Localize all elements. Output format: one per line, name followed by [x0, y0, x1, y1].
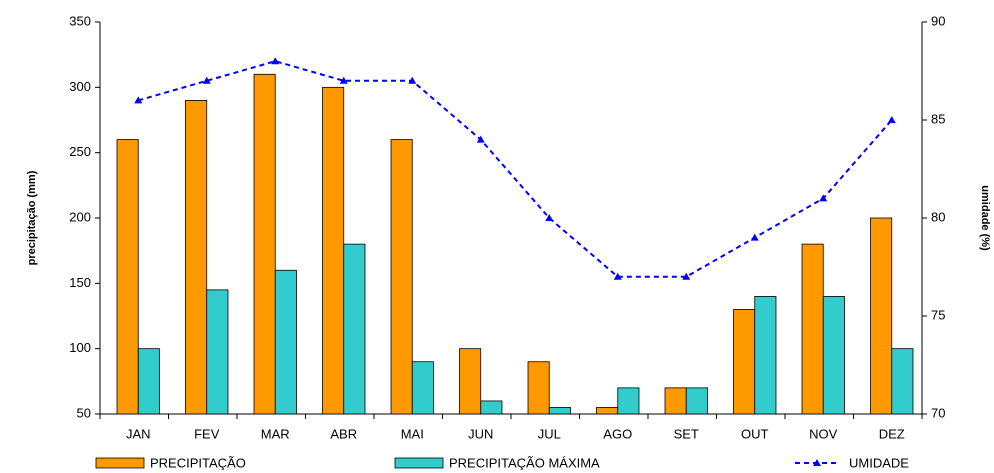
y-axis-title: precipitação (mm) [26, 170, 38, 265]
marker [408, 76, 417, 84]
bar [480, 400, 503, 415]
x-tick-label: MAI [401, 426, 424, 441]
y2-tick-label: 90 [931, 13, 945, 28]
marker [339, 76, 348, 84]
y2-tick-label: 70 [931, 405, 945, 420]
bar [343, 243, 366, 415]
x-tick-label: FEV [194, 426, 220, 441]
marker [202, 76, 211, 84]
bar [617, 387, 640, 415]
legend-label: PRECIPITAÇÃO [150, 455, 246, 470]
bar [206, 289, 229, 415]
bar [322, 86, 345, 415]
legend-swatch [394, 457, 444, 469]
marker [819, 194, 828, 202]
bar [891, 348, 914, 415]
x-tick-label: AGO [603, 426, 632, 441]
bar [116, 139, 139, 415]
y2-axis-title: umidade (%) [979, 185, 991, 251]
bar [137, 348, 160, 415]
x-tick-label: JUL [538, 426, 561, 441]
marker [271, 57, 280, 65]
x-tick-label: NOV [809, 426, 838, 441]
marker [750, 233, 759, 241]
bar [822, 295, 845, 415]
x-tick-label: OUT [741, 426, 769, 441]
bar [527, 361, 550, 415]
bar [390, 139, 413, 415]
bar [185, 100, 208, 415]
y-tick-label: 100 [69, 340, 91, 355]
bar [870, 217, 893, 415]
marker [613, 272, 622, 280]
bar [754, 295, 777, 415]
bar [459, 348, 482, 415]
marker [545, 214, 554, 221]
bar [411, 361, 434, 415]
marker [476, 135, 485, 143]
legend-swatch [95, 457, 145, 469]
legend-label: UMIDADE [849, 455, 909, 470]
x-tick-label: JUN [468, 426, 493, 441]
y2-tick-label: 75 [931, 307, 945, 322]
y2-tick-label: 85 [931, 111, 945, 126]
x-tick-label: ABR [330, 426, 357, 441]
y-tick-label: 350 [69, 13, 91, 28]
bar [548, 407, 571, 415]
legend-label: PRECIPITAÇÃO MÁXIMA [449, 455, 600, 470]
bar [801, 243, 824, 415]
x-tick-label: JAN [126, 426, 151, 441]
x-tick-label: SET [674, 426, 699, 441]
bar [664, 387, 687, 415]
bar [685, 387, 708, 415]
y-tick-label: 250 [69, 144, 91, 159]
bar [596, 407, 619, 415]
marker [134, 96, 143, 104]
y-tick-label: 200 [69, 209, 91, 224]
y2-tick-label: 80 [931, 209, 945, 224]
marker [682, 272, 691, 280]
x-tick-label: DEZ [879, 426, 905, 441]
line [137, 60, 893, 278]
y-tick-label: 150 [69, 275, 91, 290]
y-tick-label: 50 [77, 405, 91, 420]
legend-swatch [813, 459, 821, 466]
bar [733, 309, 756, 415]
x-tick-label: MAR [261, 426, 290, 441]
bar [253, 73, 276, 415]
marker [887, 116, 896, 123]
y-tick-label: 300 [69, 79, 91, 94]
bar [274, 269, 297, 415]
